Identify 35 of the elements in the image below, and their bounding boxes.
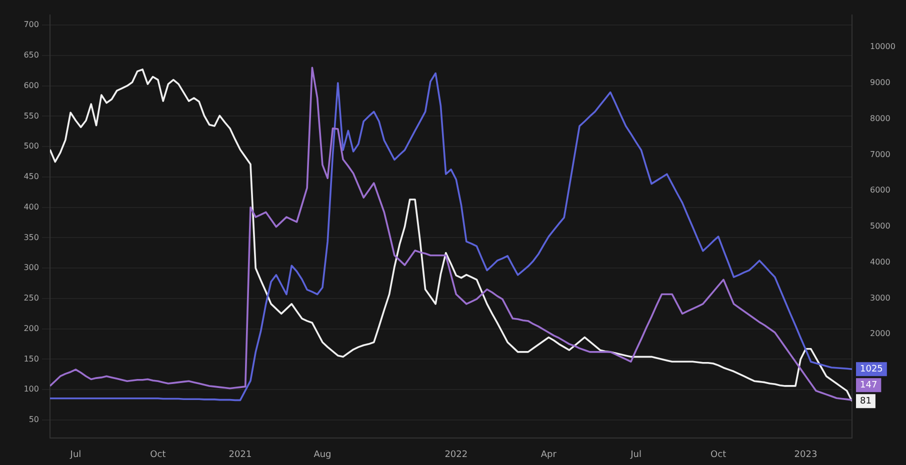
y-tick-label: 350 [24, 232, 39, 242]
y2-tick-label: 6000 [870, 186, 890, 195]
y2-tick-label: 5000 [870, 222, 890, 231]
x-tick-label: 2022 [444, 450, 468, 460]
y-tick-label: 300 [24, 263, 39, 272]
x-tick-label: Aug [314, 450, 332, 460]
data-label: 81 [860, 396, 872, 406]
x-tick-label: Oct [150, 450, 166, 460]
x-tick-label: 2023 [794, 450, 818, 460]
y2-tick-label: 8000 [870, 114, 890, 123]
y2-tick-label: 9000 [870, 78, 890, 88]
y2-tick-label: 7000 [870, 150, 890, 159]
y-tick-label: 550 [24, 111, 39, 120]
y2-tick-label: 2000 [870, 329, 890, 338]
x-tick-label: Oct [710, 450, 727, 460]
text: 147 [860, 380, 878, 390]
data-label: 1025 [860, 364, 883, 374]
y2-tick-label: 3000 [870, 293, 890, 302]
y-tick-label: 250 [24, 294, 39, 303]
y2-tick-label: 10000 [870, 42, 896, 52]
x-tick-label: Jul [630, 450, 642, 460]
y-tick-label: 50 [28, 415, 39, 424]
y-tick-label: 650 [24, 50, 39, 60]
y-tick-label: 100 [24, 384, 39, 394]
y-tick-label: 500 [24, 142, 39, 151]
y-tick-label: 200 [24, 324, 39, 333]
y2-tick-label: 4000 [870, 257, 890, 266]
x-tick-label: 2021 [228, 450, 252, 460]
y-tick-label: 700 [24, 20, 39, 30]
y-tick-label: 600 [24, 80, 39, 90]
x-tick-label: Jul [69, 450, 82, 460]
y-tick-label: 400 [24, 202, 39, 212]
y-tick-label: 150 [24, 354, 39, 364]
x-tick-label: Apr [540, 450, 557, 460]
y-tick-label: 450 [24, 172, 39, 182]
